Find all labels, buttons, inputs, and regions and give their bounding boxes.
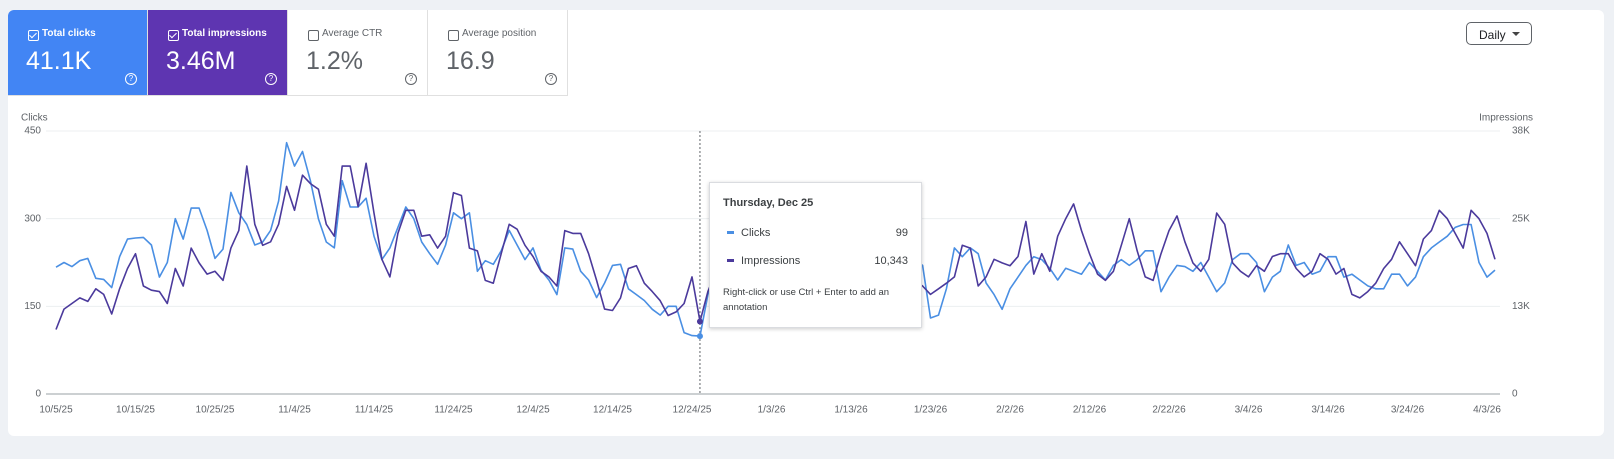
x-tick-label: 1/3/26 <box>758 405 786 416</box>
y2-tick-label: 38K <box>1512 126 1530 137</box>
metric-value: 16.9 <box>446 47 495 75</box>
y-tick-label: 150 <box>24 301 41 312</box>
metric-label: Total impressions <box>182 28 267 39</box>
metric-card[interactable]: Total impressions 3.46M? <box>148 10 288 96</box>
y2-axis-title: Impressions <box>1479 113 1533 124</box>
y-tick-label: 450 <box>24 126 41 137</box>
x-tick-label: 4/3/26 <box>1473 405 1501 416</box>
tooltip-row: Clicks 99 <box>723 227 908 255</box>
y2-tick-label: 0 <box>1512 389 1518 400</box>
hover-dot <box>696 318 703 325</box>
tooltip-title: Thursday, Dec 25 <box>723 197 814 209</box>
metric-value: 41.1K <box>26 47 92 75</box>
x-tick-label: 1/13/26 <box>834 405 868 416</box>
x-tick-label: 12/4/25 <box>516 405 550 416</box>
metric-label: Total clicks <box>42 28 96 39</box>
tooltip-series: Clicks <box>741 227 771 239</box>
x-tick-label: 3/24/26 <box>1391 405 1425 416</box>
hover-dot <box>696 333 703 340</box>
period-label: Daily <box>1479 28 1506 42</box>
checkbox <box>28 30 39 41</box>
x-tick-label: 1/23/26 <box>914 405 948 416</box>
help-icon: ? <box>405 73 417 85</box>
metric-card[interactable]: Average position 16.9? <box>428 10 568 96</box>
tooltip-value: 99 <box>895 227 908 239</box>
metric-label: Average position <box>462 28 537 39</box>
tooltip: Thursday, Dec 25 Clicks 99 Impressions 10,… <box>709 182 922 328</box>
dropdown-arrow <box>1512 32 1520 36</box>
y2-tick-label: 25K <box>1512 213 1530 224</box>
x-tick-label: 11/4/25 <box>278 405 311 416</box>
help-icon: ? <box>545 73 557 85</box>
x-tick-label: 3/14/26 <box>1311 405 1345 416</box>
metric-value: 3.46M <box>166 47 236 75</box>
x-tick-label: 2/12/26 <box>1073 405 1107 416</box>
tooltip-row: Impressions 10,343 <box>723 255 908 283</box>
x-tick-label: 12/14/25 <box>593 405 632 416</box>
x-tick-label: 11/14/25 <box>355 405 394 416</box>
help-icon: ? <box>125 73 137 85</box>
checkbox <box>168 30 179 41</box>
metric-value: 1.2% <box>306 47 363 75</box>
x-tick-label: 2/2/26 <box>996 405 1024 416</box>
metric-card[interactable]: Total clicks 41.1K? <box>8 10 148 96</box>
x-tick-label: 11/24/25 <box>434 405 473 416</box>
y-tick-label: 0 <box>35 389 41 400</box>
x-tick-label: 3/4/26 <box>1235 405 1263 416</box>
x-tick-label: 12/24/25 <box>673 405 712 416</box>
tooltip-series: Impressions <box>741 255 801 267</box>
y-tick-label: 300 <box>24 213 41 224</box>
metric-card[interactable]: Average CTR 1.2%? <box>288 10 428 96</box>
help-icon: ? <box>265 73 277 85</box>
tooltip-hint: Right-click or use Ctrl + Enter to add a… <box>723 287 890 313</box>
y2-tick-label: 13K <box>1512 301 1530 312</box>
metric-label: Average CTR <box>322 28 383 39</box>
x-tick-label: 10/25/25 <box>196 405 235 416</box>
period-dropdown[interactable]: Daily <box>1466 22 1532 45</box>
tooltip-value: 10,343 <box>874 255 908 267</box>
checkbox <box>308 30 319 41</box>
x-tick-label: 10/15/25 <box>116 405 155 416</box>
y-axis-title: Clicks <box>21 113 48 124</box>
x-tick-label: 2/22/26 <box>1152 405 1186 416</box>
x-tick-label: 10/5/25 <box>39 405 73 416</box>
checkbox <box>448 30 459 41</box>
